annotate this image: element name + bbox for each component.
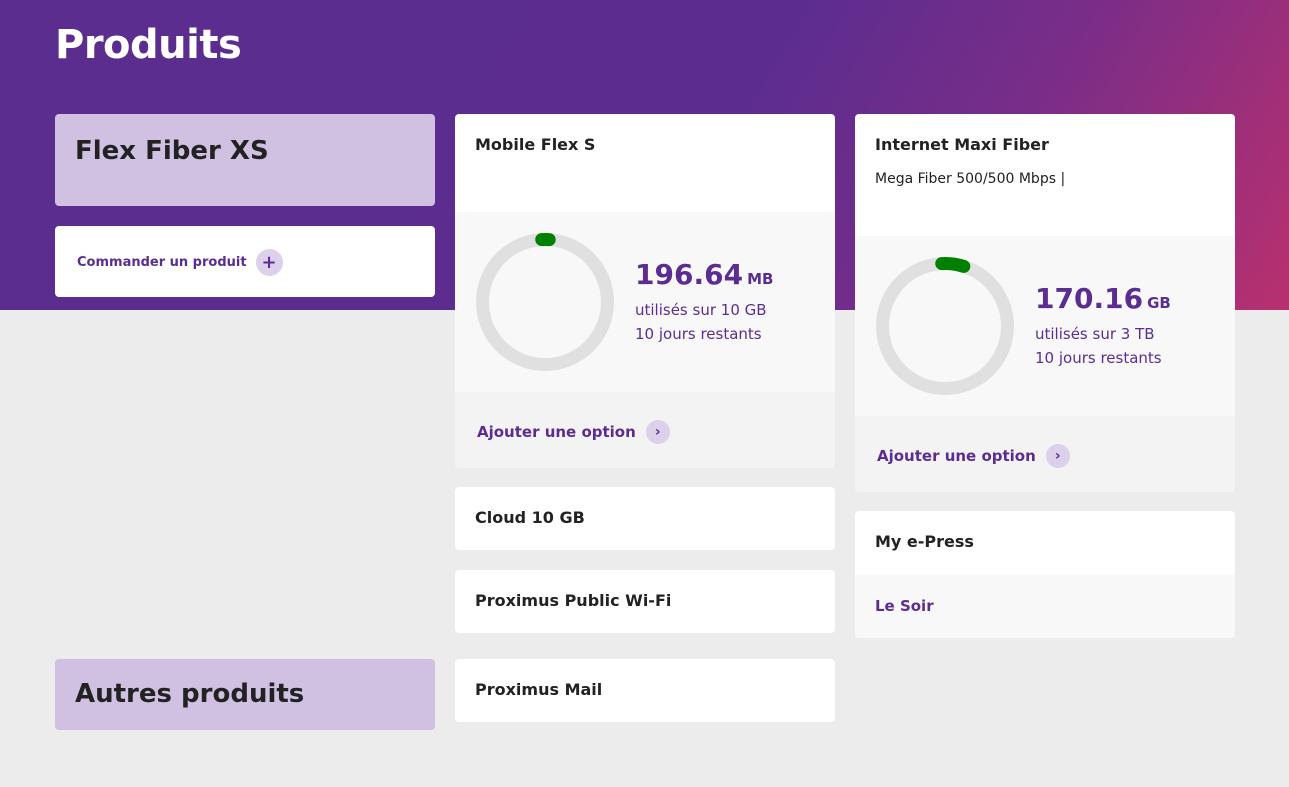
mobile-card[interactable]: Mobile Flex S 196.64 MB utilisés sur 10 G… (455, 114, 835, 468)
plan-name: Flex Fiber XS (75, 136, 269, 166)
ring-progress (476, 233, 614, 371)
service-title: Cloud 10 GB (475, 508, 585, 527)
mobile-days: 10 jours restants (635, 325, 762, 343)
other-products-title: Autres produits (75, 679, 305, 709)
service-wifi[interactable]: Proximus Public Wi-Fi (455, 570, 835, 633)
internet-usage-ring (876, 257, 1014, 395)
ring-progress (876, 257, 1014, 395)
order-product-button[interactable]: Commander un produit + (55, 226, 435, 297)
mobile-usage-ring (476, 233, 614, 371)
mobile-of: utilisés sur 10 GB (635, 301, 767, 319)
page-title: Produits (55, 22, 242, 68)
internet-title: Internet Maxi Fiber (875, 135, 1049, 154)
internet-of: utilisés sur 3 TB (1035, 325, 1155, 343)
service-mail[interactable]: Proximus Mail (455, 659, 835, 722)
mobile-used: 196.64 MB (635, 258, 774, 291)
service-title: Proximus Public Wi-Fi (475, 591, 672, 610)
mobile-add-option-button[interactable]: Ajouter une option › (477, 420, 670, 444)
epress-title: My e-Press (875, 532, 974, 551)
other-products-heading: Autres produits (55, 659, 435, 730)
ring-track (876, 257, 1014, 395)
service-title: Proximus Mail (475, 680, 603, 699)
ring-track (476, 233, 614, 371)
chevron-right-icon: › (1045, 444, 1070, 468)
plan-card: Flex Fiber XS (55, 114, 435, 206)
add-option-label: Ajouter une option (877, 447, 1036, 465)
mobile-usage: 196.64 MB utilisés sur 10 GB 10 jours res… (455, 212, 835, 392)
add-option-label: Ajouter une option (477, 423, 636, 441)
epress-card[interactable]: My e-Press Le Soir (855, 511, 1235, 638)
mobile-unit: MB (747, 270, 774, 288)
chevron-right-icon: › (645, 420, 670, 444)
epress-le-soir-link[interactable]: Le Soir (875, 597, 934, 615)
mobile-title: Mobile Flex S (475, 135, 596, 154)
internet-subtitle: Mega Fiber 500/500 Mbps | (875, 171, 1066, 187)
internet-add-option-button[interactable]: Ajouter une option › (877, 444, 1070, 468)
internet-unit: GB (1147, 294, 1171, 312)
internet-used: 170.16 GB (1035, 282, 1171, 315)
service-cloud[interactable]: Cloud 10 GB (455, 487, 835, 550)
plus-icon: + (255, 249, 283, 276)
order-product-label: Commander un produit (77, 255, 247, 270)
internet-days: 10 jours restants (1035, 349, 1162, 367)
internet-usage: 170.16 GB utilisés sur 3 TB 10 jours rest… (855, 236, 1235, 416)
internet-card[interactable]: Internet Maxi Fiber Mega Fiber 500/500 M… (855, 114, 1235, 492)
